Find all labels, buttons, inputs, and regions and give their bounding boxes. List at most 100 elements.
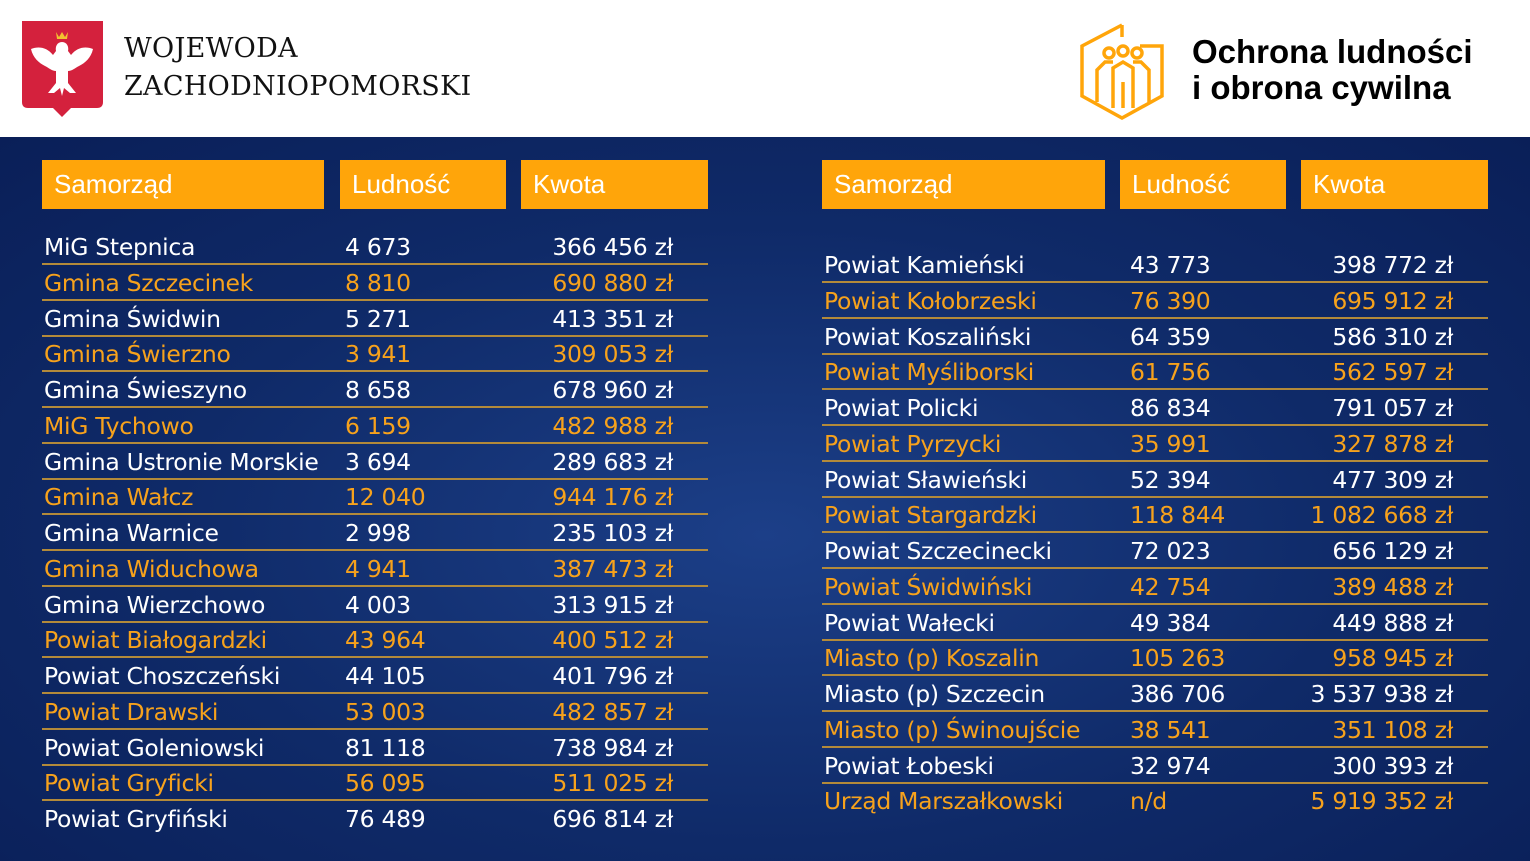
- amount-cell: 351 108 zł: [1332, 715, 1453, 744]
- amount-cell: 5 919 352 zł: [1310, 787, 1454, 816]
- logo-title: WOJEWODA ZACHODNIOPOMORSKI: [124, 30, 472, 106]
- population-cell: 42 754: [1130, 572, 1211, 601]
- population-cell: n/d: [1130, 787, 1167, 816]
- name-cell: Miasto (p) Koszalin: [824, 644, 1040, 673]
- amount-cell: 313 915 zł: [552, 590, 673, 619]
- name-cell: Gmina Wałcz: [44, 483, 194, 512]
- table-row: Gmina Wałcz 12 040 944 176 zł: [42, 479, 708, 516]
- name-cell: Miasto (p) Świnoujście: [824, 715, 1081, 744]
- population-cell: 105 263: [1130, 644, 1226, 673]
- name-cell: MiG Tychowo: [44, 411, 194, 440]
- table-row: Powiat Gryfiński 76 489 696 814 zł: [42, 801, 708, 837]
- civil-defense-people-icon: [1080, 23, 1164, 120]
- name-cell: Powiat Wałecki: [824, 608, 995, 637]
- population-cell: 32 974: [1130, 751, 1211, 780]
- name-cell: Miasto (p) Szczecin: [824, 680, 1045, 708]
- name-cell: Powiat Świdwiński: [824, 572, 1033, 601]
- name-cell: Powiat Stargardzki: [824, 501, 1037, 530]
- population-cell: 3 941: [345, 340, 411, 369]
- population-cell: 86 834: [1130, 394, 1211, 422]
- amount-cell: 1 082 668 zł: [1310, 501, 1454, 530]
- population-cell: 81 118: [345, 733, 426, 762]
- table-row: Powiat Gryficki 56 095 511 025 zł: [42, 765, 708, 802]
- left-header-ludnosc: Ludność: [340, 160, 506, 209]
- population-cell: 53 003: [345, 697, 426, 726]
- population-cell: 4 003: [345, 590, 411, 619]
- table-row: Powiat Białogardzki 43 964 400 512 zł: [42, 622, 708, 659]
- amount-cell: 738 984 zł: [552, 733, 673, 762]
- amount-cell: 300 393 zł: [1332, 751, 1453, 780]
- table-row: Gmina Świdwin 5 271 413 351 zł: [42, 301, 708, 337]
- table-row: Gmina Ustronie Morskie 3 694 289 683 zł: [42, 444, 708, 480]
- population-cell: 12 040: [345, 483, 426, 512]
- amount-cell: 289 683 zł: [552, 447, 673, 476]
- name-cell: Powiat Gryfiński: [44, 805, 228, 833]
- name-cell: Powiat Gryficki: [44, 769, 214, 798]
- population-cell: 3 694: [345, 447, 411, 476]
- logo-title-line1: WOJEWODA: [124, 33, 298, 64]
- program-title-line2: i obrona cywilna: [1192, 69, 1451, 106]
- name-cell: Powiat Kołobrzeski: [824, 286, 1037, 315]
- amount-cell: 695 912 zł: [1332, 286, 1453, 315]
- table-row: MiG Stepnica 4 673 366 456 zł: [42, 229, 708, 265]
- table-row: Powiat Myśliborski 61 756 562 597 zł: [822, 354, 1488, 391]
- name-cell: Powiat Łobeski: [824, 751, 994, 780]
- population-cell: 61 756: [1130, 358, 1211, 387]
- amount-cell: 389 488 zł: [1332, 572, 1453, 601]
- amount-cell: 586 310 zł: [1332, 322, 1453, 351]
- name-cell: Powiat Kamieński: [824, 251, 1025, 279]
- population-cell: 76 489: [345, 805, 426, 833]
- amount-cell: 398 772 zł: [1332, 251, 1453, 279]
- population-cell: 38 541: [1130, 715, 1211, 744]
- name-cell: Powiat Goleniowski: [44, 733, 265, 762]
- table-row: Powiat Łobeski 32 974 300 393 zł: [822, 748, 1488, 784]
- population-cell: 72 023: [1130, 537, 1211, 565]
- name-cell: Powiat Koszaliński: [824, 322, 1032, 351]
- table-row: Powiat Kamieński 43 773 398 772 zł: [822, 247, 1488, 283]
- program-title: Ochrona ludności i obrona cywilna: [1192, 34, 1473, 106]
- name-cell: Gmina Warnice: [44, 519, 219, 547]
- population-cell: 386 706: [1130, 680, 1226, 708]
- table-row: Powiat Pyrzycki 35 991 327 878 zł: [822, 426, 1488, 462]
- amount-cell: 449 888 zł: [1332, 608, 1453, 637]
- population-cell: 76 390: [1130, 286, 1211, 315]
- table-row: Powiat Policki 86 834 791 057 zł: [822, 390, 1488, 426]
- amount-cell: 958 945 zł: [1332, 644, 1453, 673]
- table-row: Miasto (p) Koszalin 105 263 958 945 zł: [822, 640, 1488, 677]
- amount-cell: 791 057 zł: [1332, 394, 1453, 422]
- table-row: Powiat Wałecki 49 384 449 888 zł: [822, 605, 1488, 641]
- table-row: Powiat Kołobrzeski 76 390 695 912 zł: [822, 283, 1488, 319]
- table-row: Miasto (p) Świnoujście 38 541 351 108 zł: [822, 712, 1488, 748]
- table-row: Gmina Świeszyno 8 658 678 960 zł: [42, 372, 708, 408]
- logo-title-line2: ZACHODNIOPOMORSKI: [124, 71, 472, 102]
- name-cell: Gmina Świdwin: [44, 304, 221, 333]
- amount-cell: 482 857 zł: [552, 697, 673, 726]
- left-header-kwota: Kwota: [521, 160, 708, 209]
- table-row: Gmina Widuchowa 4 941 387 473 zł: [42, 551, 708, 587]
- left-header-samorzad: Samorząd: [42, 160, 324, 209]
- population-cell: 8 810: [345, 268, 411, 297]
- table-row: Powiat Goleniowski 81 118 738 984 zł: [42, 730, 708, 766]
- name-cell: Powiat Szczecinecki: [824, 537, 1052, 565]
- name-cell: Powiat Pyrzycki: [824, 429, 1002, 458]
- population-cell: 8 658: [345, 376, 411, 404]
- name-cell: Powiat Policki: [824, 394, 979, 422]
- table-row: Powiat Stargardzki 118 844 1 082 668 zł: [822, 497, 1488, 534]
- table-row: Urząd Marszałkowski n/d 5 919 352 zł: [822, 783, 1488, 819]
- amount-cell: 944 176 zł: [552, 483, 673, 512]
- program-title-line1: Ochrona ludności: [1192, 33, 1473, 70]
- table-row: Gmina Świerzno 3 941 309 053 zł: [42, 336, 708, 373]
- name-cell: Powiat Myśliborski: [824, 358, 1034, 387]
- amount-cell: 562 597 zł: [1332, 358, 1453, 387]
- table-row: Powiat Drawski 53 003 482 857 zł: [42, 694, 708, 730]
- amount-cell: 678 960 zł: [552, 376, 673, 404]
- amount-cell: 235 103 zł: [552, 519, 673, 547]
- amount-cell: 511 025 zł: [552, 769, 673, 798]
- header-bar: WOJEWODA ZACHODNIOPOMORSKI Ochrona ludno…: [0, 0, 1530, 137]
- population-cell: 2 998: [345, 519, 411, 547]
- population-cell: 43 773: [1130, 251, 1211, 279]
- name-cell: Urząd Marszałkowski: [824, 787, 1064, 816]
- population-cell: 43 964: [345, 626, 426, 655]
- polish-eagle-emblem-icon: [22, 21, 103, 117]
- name-cell: MiG Stepnica: [44, 233, 196, 261]
